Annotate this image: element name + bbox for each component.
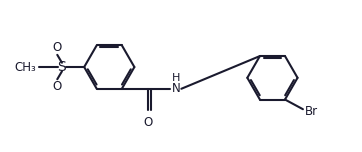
Text: H: H bbox=[172, 73, 181, 83]
Text: S: S bbox=[58, 60, 66, 74]
Text: N: N bbox=[172, 82, 181, 95]
Text: CH₃: CH₃ bbox=[14, 60, 36, 74]
Text: Br: Br bbox=[305, 105, 318, 117]
Text: O: O bbox=[52, 41, 62, 54]
Text: O: O bbox=[143, 116, 152, 129]
Text: O: O bbox=[52, 80, 62, 93]
